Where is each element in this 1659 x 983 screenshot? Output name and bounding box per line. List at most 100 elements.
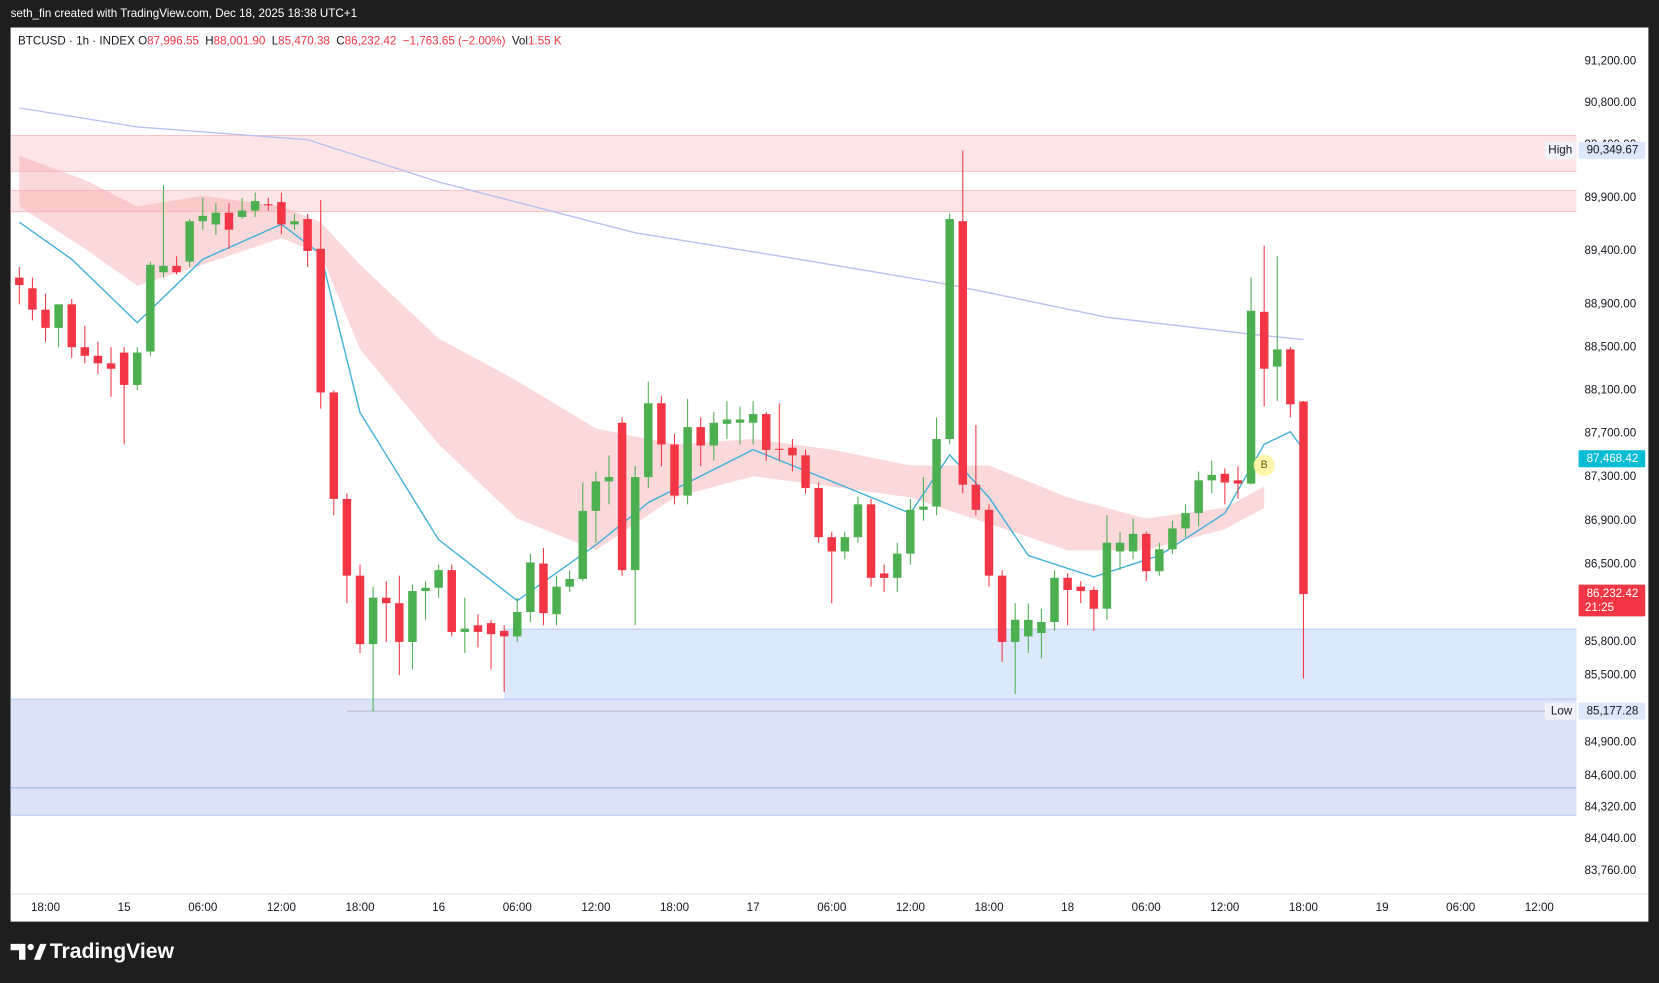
candle-body xyxy=(1181,513,1190,529)
price-tag-value: 90,349.67 xyxy=(1587,144,1639,157)
x-tick-label: 16 xyxy=(432,901,445,914)
y-tick-label: 88,500.00 xyxy=(1584,340,1636,353)
candle-body xyxy=(722,419,732,424)
y-tick-label: 85,500.00 xyxy=(1584,668,1636,681)
candle-body xyxy=(696,427,705,446)
legend-value: 1.55 K xyxy=(528,34,562,47)
candle-body xyxy=(1142,533,1151,572)
x-tick-label: 18:00 xyxy=(660,901,690,914)
symbol: BTCUSD · 1h · INDEX xyxy=(18,34,135,47)
candle-body xyxy=(421,587,430,592)
legend-key: C xyxy=(336,34,344,47)
candle-body xyxy=(1168,528,1177,550)
candle-body xyxy=(277,202,286,225)
candle-body xyxy=(250,201,260,211)
candle-body xyxy=(93,355,103,364)
x-tick-label: 12:00 xyxy=(1525,901,1555,914)
legend-value: 88,001.90 xyxy=(214,34,266,47)
candle-body xyxy=(1246,310,1256,484)
candle-body xyxy=(1273,349,1282,367)
candle-body xyxy=(866,504,876,578)
candle-body xyxy=(1115,542,1125,552)
legend: BTCUSD · 1h · INDEX O87,996.55 H88,001.90… xyxy=(18,34,562,47)
price-tag xyxy=(1578,584,1646,617)
candle-body xyxy=(303,219,312,251)
x-tick-label: 06:00 xyxy=(503,901,533,914)
indicator-line xyxy=(19,107,1304,341)
candle-body xyxy=(1194,480,1203,514)
x-tick-label: 18:00 xyxy=(345,901,375,914)
candle-body xyxy=(1233,480,1243,484)
x-tick-label: 06:00 xyxy=(1132,901,1162,914)
candle-body xyxy=(893,553,902,578)
y-tick-label: 84,600.00 xyxy=(1584,769,1636,782)
x-tick-label: 18 xyxy=(1061,901,1074,914)
y-tick-label: 86,900.00 xyxy=(1584,514,1636,527)
candle-body xyxy=(119,352,129,385)
legend-key: L xyxy=(272,34,279,47)
candle-body xyxy=(1102,542,1112,609)
candle-body xyxy=(513,612,522,637)
candle-body xyxy=(945,219,954,440)
candle-body xyxy=(342,498,352,576)
x-tick-label: 12:00 xyxy=(1210,901,1240,914)
candle-body xyxy=(879,573,889,578)
candle-body xyxy=(237,210,247,217)
y-tick-label: 89,400.00 xyxy=(1584,244,1636,257)
plot: B91,200.0090,800.0090,400.0089,900.0089,… xyxy=(10,54,1646,914)
logo-icon xyxy=(10,943,26,960)
candle-body xyxy=(840,537,850,552)
candle-body xyxy=(709,422,719,446)
price-tag-name: High xyxy=(1548,144,1572,157)
candle-body xyxy=(499,630,509,637)
candle-body xyxy=(552,586,561,615)
y-tick-label: 84,900.00 xyxy=(1584,735,1636,748)
candle-body xyxy=(1220,473,1230,483)
candle-body xyxy=(526,562,535,613)
x-tick-label: 18:00 xyxy=(31,901,61,914)
y-tick-label: 90,800.00 xyxy=(1584,96,1636,109)
x-tick-label: 19 xyxy=(1376,901,1389,914)
price-tag-name-bg xyxy=(1544,702,1576,720)
candle-body xyxy=(748,414,758,423)
x-tick-label: 18:00 xyxy=(974,901,1004,914)
logo: TradingView xyxy=(10,940,174,963)
candle-body xyxy=(539,563,548,614)
candle-body xyxy=(814,487,823,538)
candle-body xyxy=(1050,577,1059,622)
candle-body xyxy=(735,419,745,423)
candle-body xyxy=(565,578,574,587)
candle-body xyxy=(106,363,116,369)
candle-body xyxy=(801,455,810,488)
candle-body xyxy=(775,448,784,450)
candle-body xyxy=(984,509,994,576)
candle-body xyxy=(290,221,299,225)
y-tick-label: 87,300.00 xyxy=(1584,470,1636,483)
price-tag-value: 87,468.42 xyxy=(1587,452,1639,465)
price-tag-value: 85,177.28 xyxy=(1587,704,1639,717)
y-tick-label: 84,320.00 xyxy=(1584,801,1636,814)
price-tag xyxy=(1578,450,1646,468)
x-tick-label: 18:00 xyxy=(1289,901,1319,914)
candle-body xyxy=(211,212,221,225)
legend-key: H xyxy=(205,34,213,47)
candle-body xyxy=(146,264,155,352)
candle-body xyxy=(1259,311,1269,369)
y-tick-label: 89,900.00 xyxy=(1584,191,1636,204)
candle-body xyxy=(1299,401,1308,595)
candle-body xyxy=(578,510,588,579)
candle-body xyxy=(761,414,771,450)
candle-body xyxy=(329,392,339,499)
candle-body xyxy=(788,447,797,456)
candle-body xyxy=(54,304,63,328)
candle-body xyxy=(473,625,483,632)
x-tick-label: 06:00 xyxy=(1446,901,1476,914)
legend-key: Vol xyxy=(512,34,528,47)
price-tag-name-bg xyxy=(1544,141,1576,159)
candle-body xyxy=(486,623,496,635)
candle-body xyxy=(1024,619,1033,637)
candle-body xyxy=(853,504,863,538)
candle-body xyxy=(408,591,417,642)
candle-body xyxy=(41,309,50,328)
